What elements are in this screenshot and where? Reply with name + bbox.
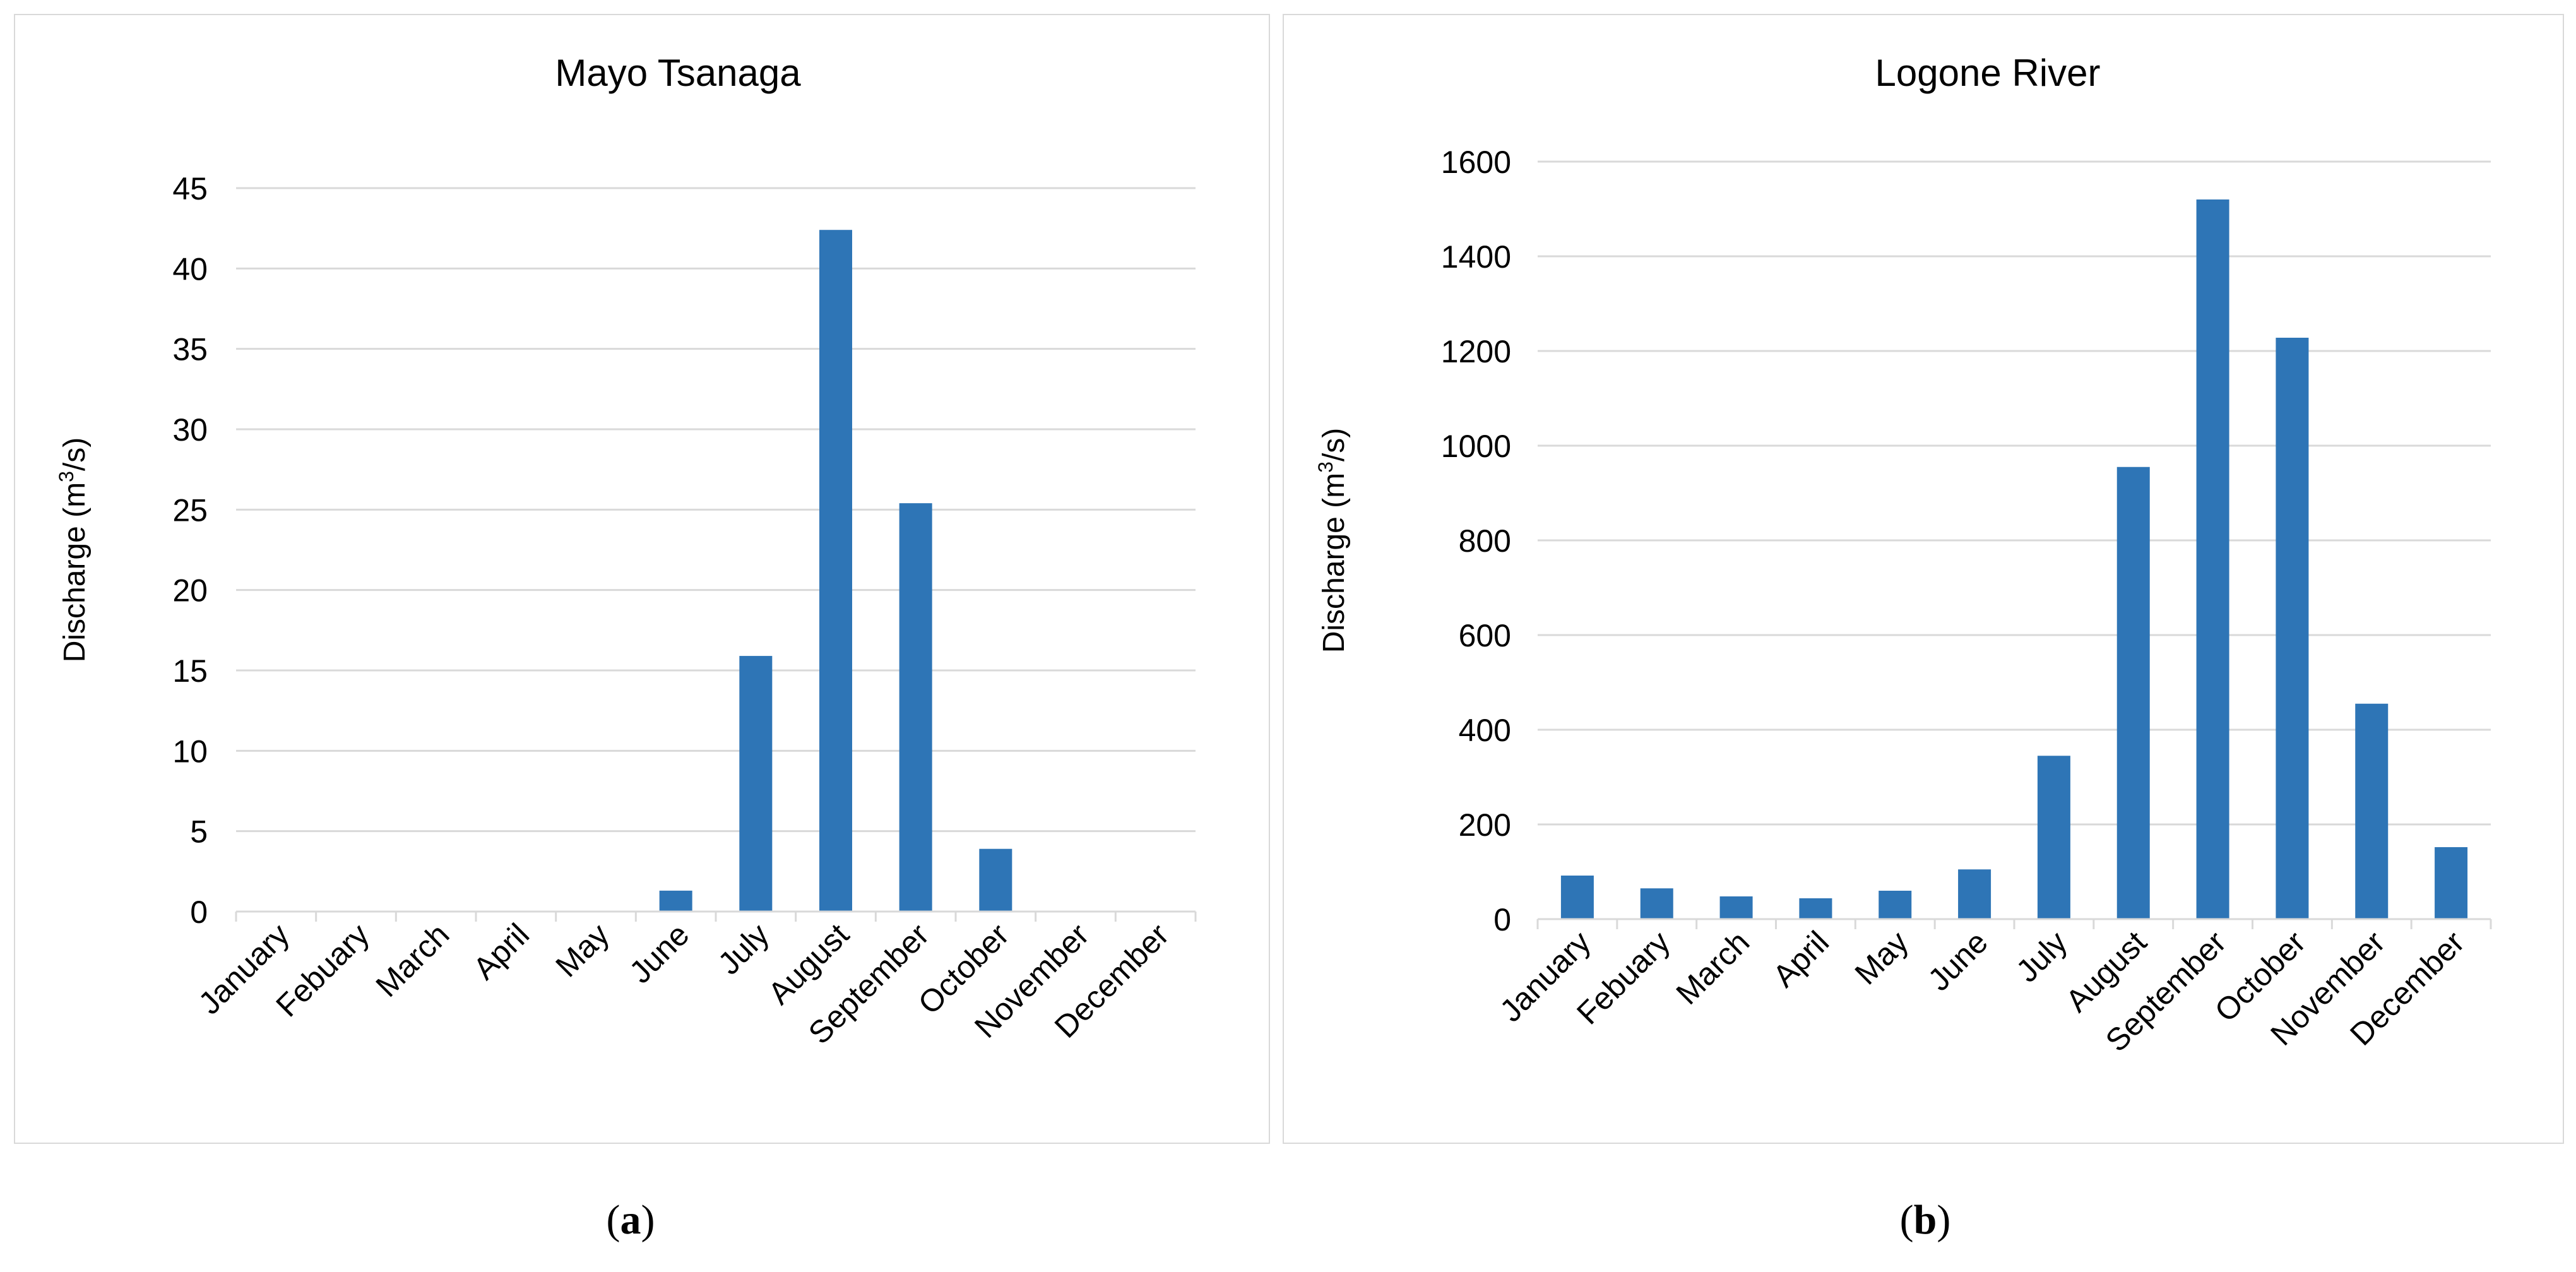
- chart-b-bar-august: [2116, 467, 2150, 919]
- chart-a-xtick-label: June: [622, 917, 696, 990]
- chart-a-bar-august: [819, 230, 852, 912]
- chart-a-xtick-label: July: [711, 917, 776, 981]
- chart-b-ytick-label: 1600: [1441, 145, 1511, 180]
- chart-b-ytick-label: 800: [1459, 523, 1511, 559]
- chart-b-ylabel: Discharge (m3/s): [1314, 428, 1351, 653]
- chart-b-bar-june: [1958, 869, 1991, 919]
- chart-a-bar-september: [899, 503, 932, 912]
- chart-b-xtick-label: July: [2009, 924, 2074, 989]
- chart-a-ytick-label: 40: [172, 251, 208, 287]
- caption-b: (b): [1899, 1197, 1951, 1243]
- chart-a-xtick-label: March: [369, 917, 456, 1004]
- chart-b-bar-july: [2037, 756, 2070, 919]
- chart-b-bar-may: [1879, 891, 1912, 919]
- chart-a-bar-october: [979, 848, 1012, 912]
- chart-b-ytick-label: 1200: [1441, 334, 1511, 369]
- chart-b-ytick-label: 600: [1459, 618, 1511, 653]
- chart-panel-b: Logone River 0 200 400 600 800 1000 1200 1400 160…: [1283, 14, 2564, 1144]
- chart-b-svg: Logone River 0 200 400 600 800 1000 1200 1400 160…: [1314, 52, 2492, 1059]
- chart-a-xtick-label: April: [466, 917, 536, 986]
- chart-a-ytick-label: 20: [172, 573, 208, 609]
- chart-panel-a: Mayo Tsanaga 0 5 10 15 20 25 30 35 40 45 January Feb…: [14, 14, 1270, 1144]
- chart-b-title: Logone River: [1875, 52, 2101, 94]
- chart-a-title: Mayo Tsanaga: [555, 52, 801, 94]
- chart-b-ytick-label: 200: [1459, 807, 1511, 843]
- chart-b-ytick-label: 400: [1459, 713, 1511, 748]
- chart-a-ytick-label: 45: [172, 171, 208, 206]
- chart-b-ytick-label: 1400: [1441, 239, 1511, 275]
- chart-a-svg: Mayo Tsanaga051015202530354045JanuaryFeb…: [55, 52, 1197, 1051]
- chart-a-ytick-label: 25: [172, 492, 208, 528]
- chart-a-xtick-label: May: [549, 917, 615, 984]
- chart-a-ytick-label: 35: [172, 332, 208, 367]
- chart-b-bar-november: [2355, 703, 2389, 919]
- chart-b-xtick-label: April: [1766, 924, 1836, 994]
- chart-a-ytick-label: 10: [172, 734, 208, 769]
- chart-a-ytick-label: 5: [190, 814, 208, 850]
- chart-a-ylabel: Discharge (m3/s): [55, 437, 92, 663]
- chart-a-ytick-label: 0: [190, 895, 208, 930]
- chart-b-xtick-label: June: [1921, 924, 1995, 997]
- caption-a: (a): [606, 1197, 655, 1243]
- chart-a-bar-july: [739, 656, 773, 912]
- chart-a-bar-june: [659, 890, 692, 912]
- chart-b-bar-april: [1799, 898, 1832, 919]
- chart-b-bar-march: [1719, 896, 1753, 919]
- chart-b-ytick-label: 0: [1493, 902, 1511, 937]
- chart-b-bar-december: [2435, 847, 2468, 919]
- chart-b-xtick-label: March: [1670, 924, 1757, 1011]
- chart-a-ytick-label: 30: [172, 412, 208, 448]
- chart-b-bar-september: [2196, 199, 2229, 919]
- chart-b-ytick-label: 1000: [1441, 429, 1511, 464]
- chart-b-xtick-label: May: [1848, 924, 1915, 991]
- chart-a-ytick-label: 15: [172, 653, 208, 689]
- chart-b-bar-febuary: [1640, 888, 1673, 919]
- chart-b-bar-january: [1560, 876, 1594, 919]
- chart-b-bar-october: [2276, 338, 2309, 919]
